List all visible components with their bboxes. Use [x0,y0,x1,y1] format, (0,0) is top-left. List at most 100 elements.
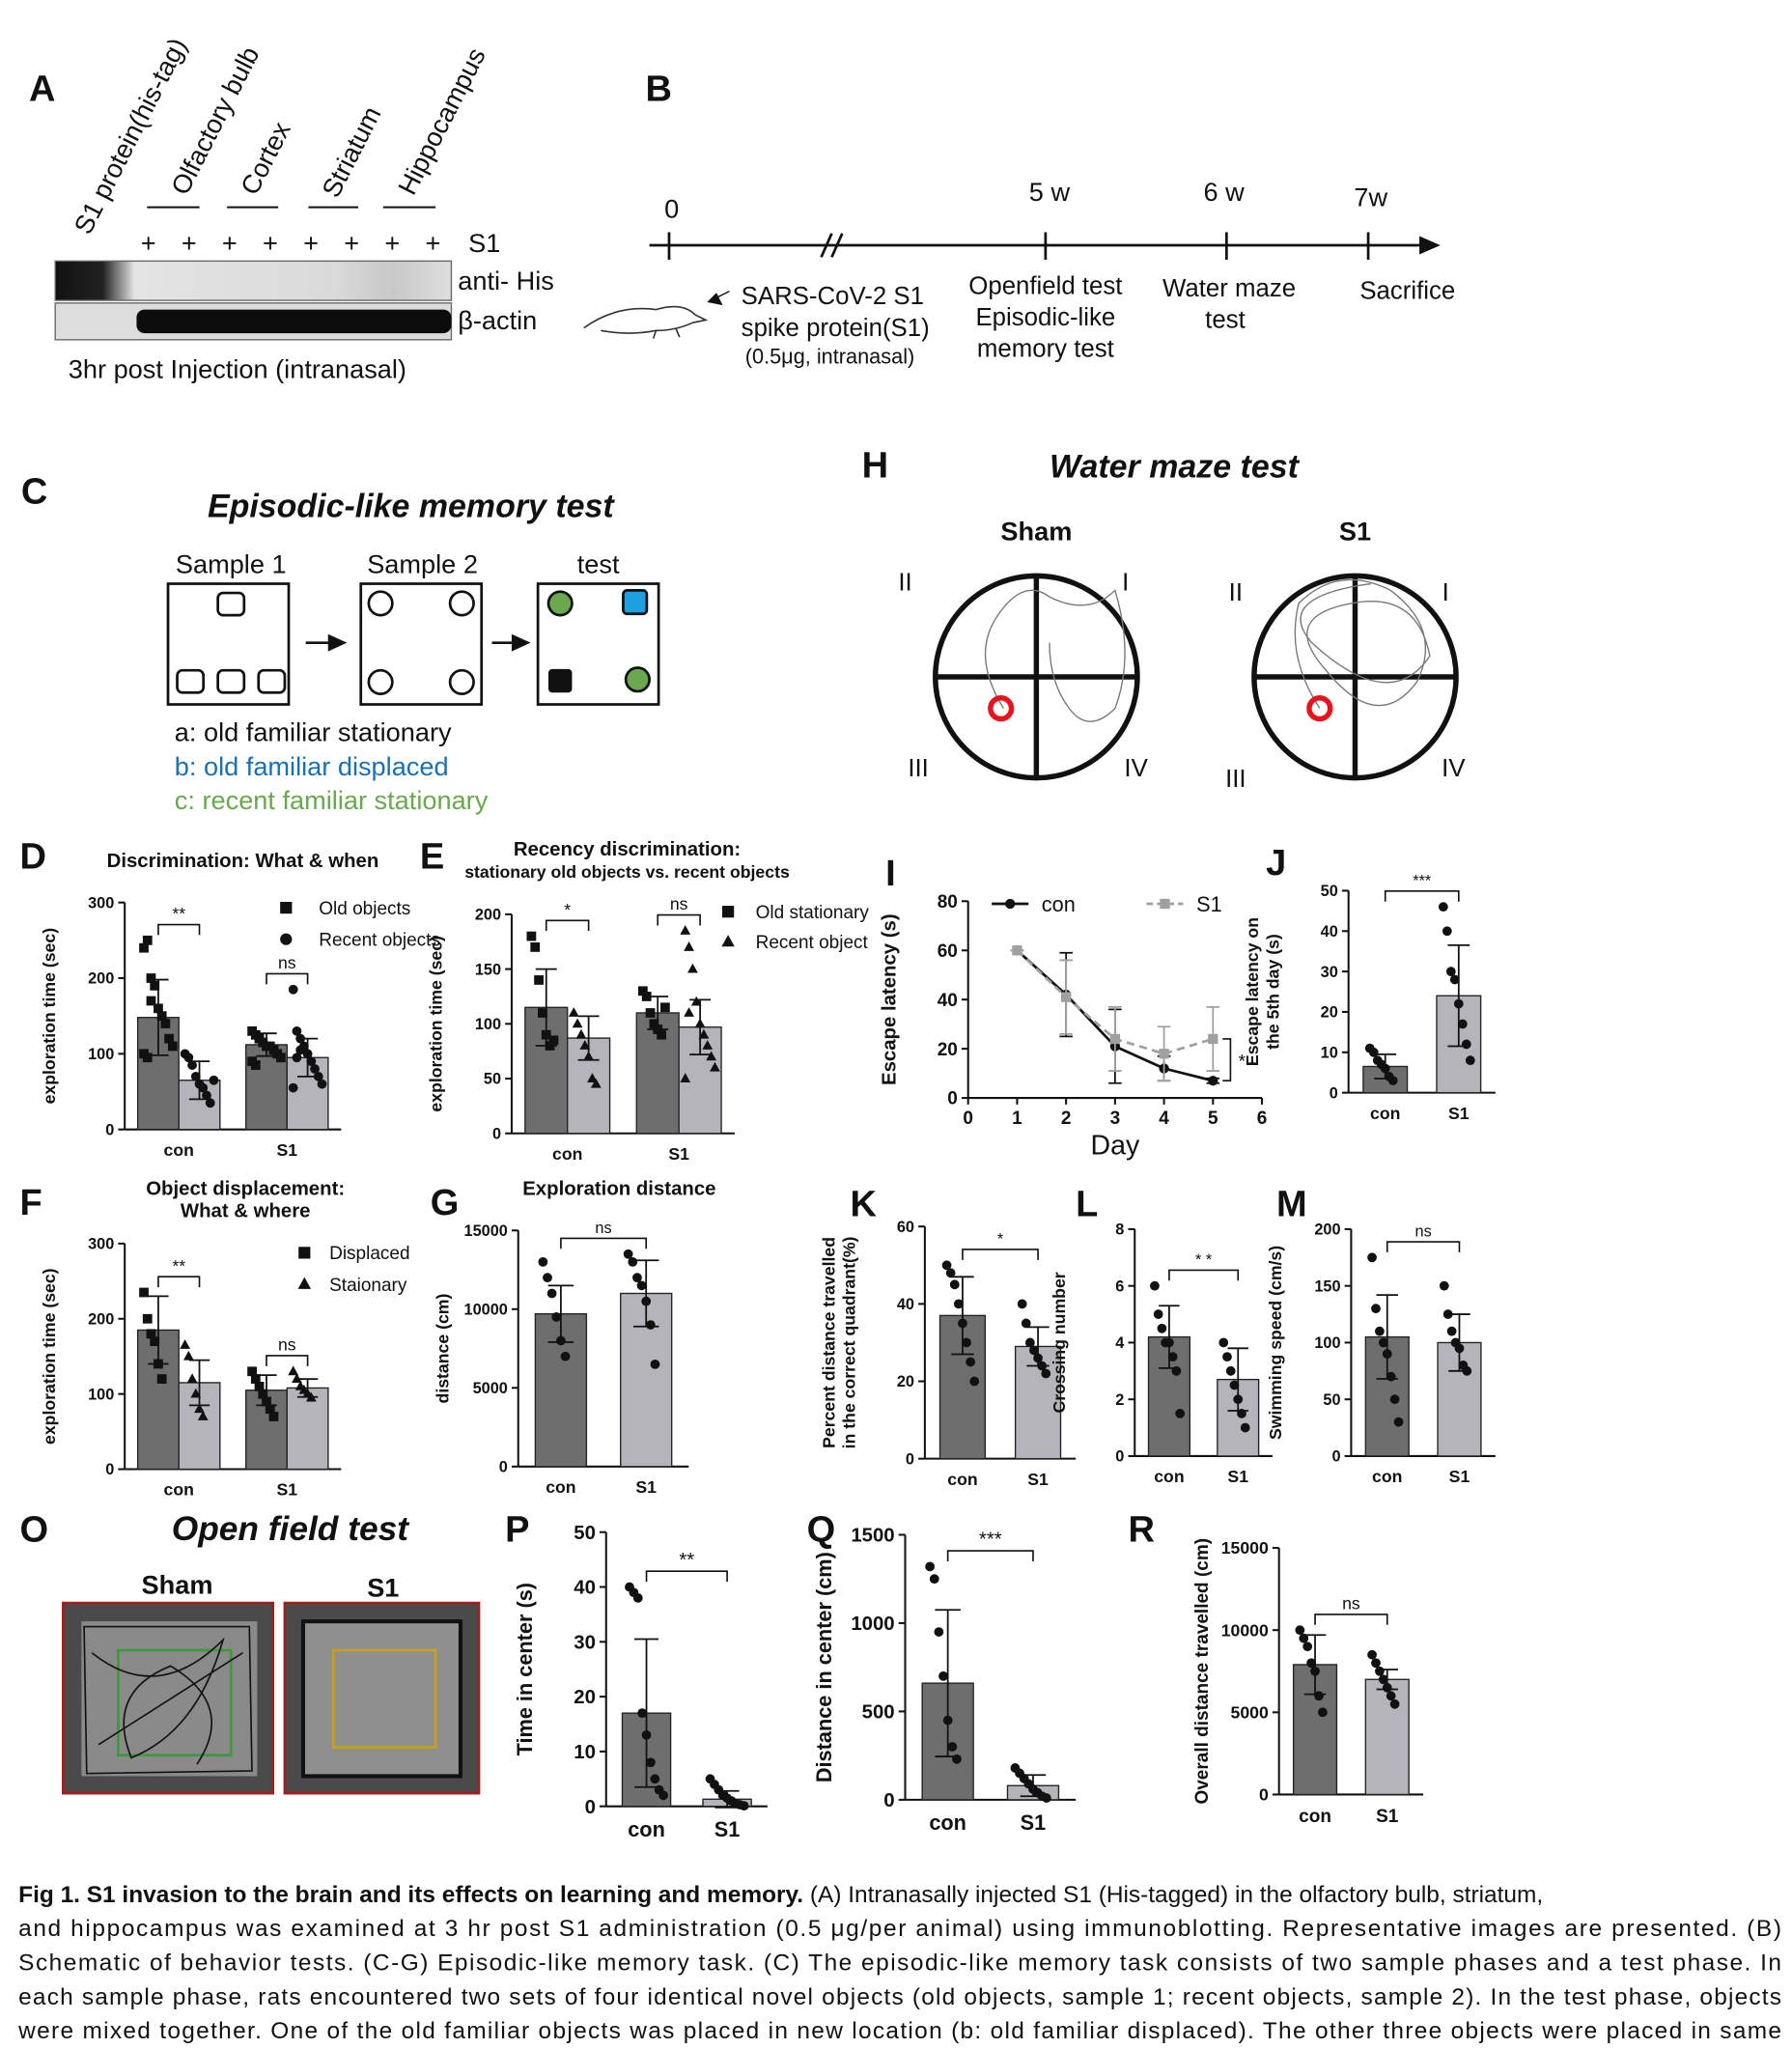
sig-label: ns [278,1335,296,1355]
y-tick-label: 100 [88,1386,114,1403]
panel-letter: M [1276,1184,1307,1224]
data-point [292,1053,302,1063]
data-point [254,1381,265,1391]
data-point [583,1051,595,1061]
data-point [288,1365,299,1376]
data-point [1310,1666,1320,1676]
data-point [156,1374,167,1384]
panel-b: B 0 5 w 6 w 7w SARS-CoV-2 S1 spike prote… [583,70,1455,368]
time-label: 0 [664,194,679,224]
quadrant-label: I [1122,569,1129,596]
data-point [205,1098,215,1109]
data-point [548,1035,559,1046]
x-tick-label: S1 [714,1817,741,1841]
data-point [186,1373,198,1383]
data-point [653,1024,663,1034]
timeline-arrow [1419,236,1441,255]
data-point [546,1288,557,1299]
x-tick-label: con [929,1810,966,1835]
data-point [1375,1326,1385,1336]
data-point [1378,1337,1388,1348]
panel-c: C Episodic-like memory test Sample 1 Sam… [21,472,660,815]
data-point [317,1079,327,1089]
data-point [684,941,694,951]
caption-line: Schematic of behavior tests. (C-G) Episo… [18,1950,1781,1976]
sig-bracket [266,972,309,985]
data-point [710,1061,720,1072]
y-tick-label: 100 [475,1016,501,1033]
platform [988,695,1015,722]
panel-letter: C [21,472,47,513]
x-tick-label: 1 [1012,1109,1022,1129]
y-tick-label: 2 [1115,1391,1124,1409]
swim-traces [984,578,1431,722]
panel-title: What & where [181,1201,311,1222]
x-tick-label: S1 [1376,1807,1399,1827]
y-axis-label: exploration time (sec) [427,936,446,1112]
data-point [632,1592,643,1603]
data-point [1299,1633,1309,1643]
data-point [1368,1047,1379,1057]
data-point [1033,1353,1043,1363]
panel-title: Exploration distance [522,1179,715,1200]
data-point [579,1040,591,1050]
data-point [262,1396,271,1407]
legend-label: Staionary [329,1276,407,1296]
y-tick-label: 150 [1314,1277,1340,1295]
data-point [305,1391,317,1402]
y-tick-label: 150 [475,961,501,978]
y-tick-label: 15000 [1221,1538,1269,1558]
y-tick-label: 0 [1330,1084,1338,1102]
data-point [1218,1337,1229,1348]
data-point [934,1627,944,1637]
y-axis-label: Escape latency (s) [879,913,900,1085]
sig-label: ns [278,953,296,972]
x-tick-label: 3 [1110,1109,1121,1129]
data-point [534,975,544,985]
data-point [739,1801,749,1810]
y-tick-label: 60 [897,1219,914,1236]
legend-label: Recent objects [319,930,440,950]
blot-band [136,309,452,334]
sig-bracket [946,1550,1034,1561]
data-point [632,1273,642,1283]
panel-letter: O [20,1509,49,1550]
y-tick-label: 50 [1321,883,1338,900]
data-point [1457,1019,1468,1029]
data-point [1446,1326,1457,1336]
time-label: 5 w [1029,177,1071,207]
data-point [295,1033,306,1044]
data-point [1318,1707,1328,1718]
data-point [1367,1252,1377,1263]
panel-letter: B [646,70,672,110]
x-tick-label: con [1370,1104,1400,1123]
data-point [1306,1658,1317,1669]
legend-text: a: old familiar stationary [175,717,452,747]
x-axis-label: Day [1091,1130,1140,1161]
panel-letter: Q [807,1509,836,1550]
data-point [698,1028,710,1039]
y-tick-label: 20 [574,1687,596,1708]
data-point [641,1296,652,1306]
data-point [1012,945,1022,956]
sig-bracket [1384,890,1460,902]
x-tick-label: con [546,1477,575,1497]
time-label: 6 w [1203,177,1245,207]
data-point [1167,1352,1178,1362]
y-tick-label: 0 [499,1459,508,1476]
y-tick-label: 20 [1321,1004,1338,1022]
x-tick-label: con [552,1144,582,1164]
x-tick-label: S1 [277,1480,298,1500]
data-point [680,925,691,935]
x-tick-label: con [164,1140,194,1160]
data-point [310,1064,320,1074]
data-point [658,1790,668,1801]
caption-line: were mixed together. One of the old fami… [17,2018,1781,2044]
data-point [1171,1365,1182,1376]
data-point [295,1045,306,1055]
y-tick-label: 100 [88,1046,114,1063]
x-tick-label: 2 [1061,1109,1072,1129]
data-point [154,1003,163,1014]
sig-label: * [997,1231,1004,1249]
y-tick-label: 40 [574,1578,596,1599]
